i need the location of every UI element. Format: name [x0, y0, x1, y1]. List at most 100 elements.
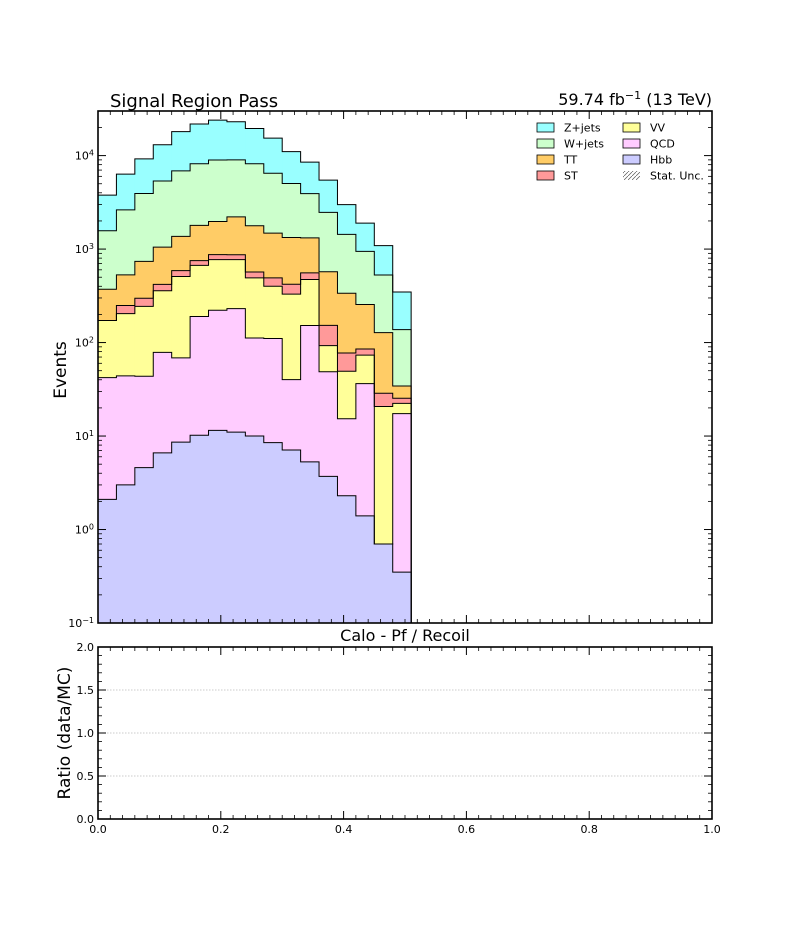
bar-tt [282, 237, 302, 285]
bar-st [226, 254, 246, 260]
ratio-y-tick-label: 1.0 [77, 727, 95, 740]
bar-qcd [190, 316, 209, 436]
legend-item-tt: TT [536, 154, 578, 167]
outline-z-jets [97, 119, 412, 623]
legend-label: TT [563, 154, 578, 167]
bar-tt [134, 261, 154, 299]
bar-w-jets [282, 183, 302, 238]
bar-z-jets [300, 162, 320, 194]
legend-item-hbb: Hbb [622, 154, 672, 167]
bar-qcd [300, 325, 320, 462]
legend-item-w-jets: W+jets [536, 138, 604, 151]
y-tick-label: 10−1 [68, 616, 94, 631]
series-w-jets [98, 159, 412, 386]
bar-z-jets [116, 174, 136, 210]
bar-z-jets [245, 128, 265, 164]
bar-w-jets [392, 329, 412, 386]
outline-st [97, 254, 412, 623]
bar-qcd [392, 413, 412, 573]
bar-vv [245, 277, 265, 338]
bar-hbb [134, 467, 154, 623]
x-axis-label: Calo - Pf / Recoil [340, 626, 470, 645]
bar-st [208, 254, 228, 260]
legend-swatch [623, 171, 640, 180]
bar-hbb [374, 544, 394, 623]
chart-title: Signal Region Pass [110, 91, 278, 112]
bar-w-jets [116, 209, 136, 275]
bar-hbb [116, 484, 136, 623]
bar-w-jets [263, 173, 283, 234]
ratio-grid [98, 689, 712, 777]
bar-vv [134, 306, 154, 377]
bar-tt [208, 221, 228, 255]
bar-vv [300, 279, 320, 326]
legend: Z+jets VV W+jets QCD TT Hbb ST Stat. Unc. [536, 122, 704, 183]
bar-z-jets [355, 223, 375, 252]
bar-st [355, 348, 375, 356]
legend-swatch [622, 138, 641, 149]
bar-w-jets [337, 234, 357, 294]
bar-st [190, 260, 209, 266]
x-tick-label: 1.0 [703, 823, 721, 836]
main-plot-frame [97, 110, 713, 624]
bar-w-jets [226, 159, 246, 217]
bar-vv [263, 286, 283, 339]
legend-item-vv: VV [622, 122, 666, 135]
bar-hbb [208, 430, 228, 623]
bar-hbb [153, 452, 173, 623]
ratio-plot: Calo - Pf / Recoil 0.0 0.5 1.0 1.5 2.0 0.0 0.2… [55, 626, 721, 836]
bar-z-jets [392, 292, 412, 330]
legend-swatch [622, 154, 641, 165]
legend-item-stat-unc-: Stat. Unc. [623, 170, 704, 183]
legend-item-z-jets: Z+jets [536, 122, 601, 135]
ratio-ticks: 0.0 0.5 1.0 1.5 2.0 0.0 0.2 0.4 0.6 0.8 1.0 [77, 641, 721, 836]
bar-w-jets [190, 163, 209, 226]
bar-tt [319, 271, 338, 326]
main-y-ticks: 10−1 100 101 102 103 104 [68, 110, 712, 631]
bar-w-jets [98, 230, 117, 290]
stacked-histogram [98, 120, 412, 623]
bar-qcd [282, 379, 302, 450]
bar-hbb [282, 449, 302, 623]
legend-label: Hbb [650, 154, 672, 167]
lumi-label: 59.74 fb−1 (13 TeV) [558, 89, 712, 110]
bar-qcd [98, 377, 117, 500]
series-hbb [98, 430, 412, 623]
bar-z-jets [171, 131, 191, 171]
x-tick-label: 0.2 [212, 823, 230, 836]
bar-st [116, 305, 136, 314]
x-tick-label: 0.8 [580, 823, 598, 836]
series-vv [98, 259, 412, 545]
bar-z-jets [190, 123, 209, 164]
legend-swatch [536, 122, 555, 133]
series-z-jets [98, 120, 412, 330]
bar-z-jets [337, 204, 357, 235]
x-tick-label: 0.4 [335, 823, 353, 836]
ratio-plot-frame [97, 646, 713, 820]
bar-qcd [171, 357, 191, 443]
legend-label: W+jets [564, 138, 604, 151]
bar-w-jets [208, 160, 228, 222]
bar-qcd [319, 371, 338, 477]
bar-vv [190, 265, 209, 317]
bar-tt [190, 225, 209, 261]
bar-z-jets [134, 158, 154, 194]
bar-z-jets [319, 180, 338, 213]
bar-qcd [153, 352, 173, 453]
outline-tt [97, 216, 412, 623]
bar-st [171, 270, 191, 277]
bar-tt [263, 233, 283, 278]
legend-label: Stat. Unc. [650, 170, 704, 183]
y-tick-label: 100 [75, 522, 94, 537]
legend-swatch [622, 122, 641, 133]
bar-w-jets [153, 181, 173, 248]
bar-st [263, 277, 283, 287]
bar-st [134, 298, 154, 307]
bar-w-jets [374, 275, 394, 333]
legend-label: QCD [650, 138, 675, 151]
bar-z-jets [153, 144, 173, 182]
legend-label: ST [564, 170, 578, 183]
main-plot: 10−1 100 101 102 103 104 [68, 110, 713, 631]
bar-tt [226, 216, 246, 255]
bar-vv [226, 259, 246, 309]
